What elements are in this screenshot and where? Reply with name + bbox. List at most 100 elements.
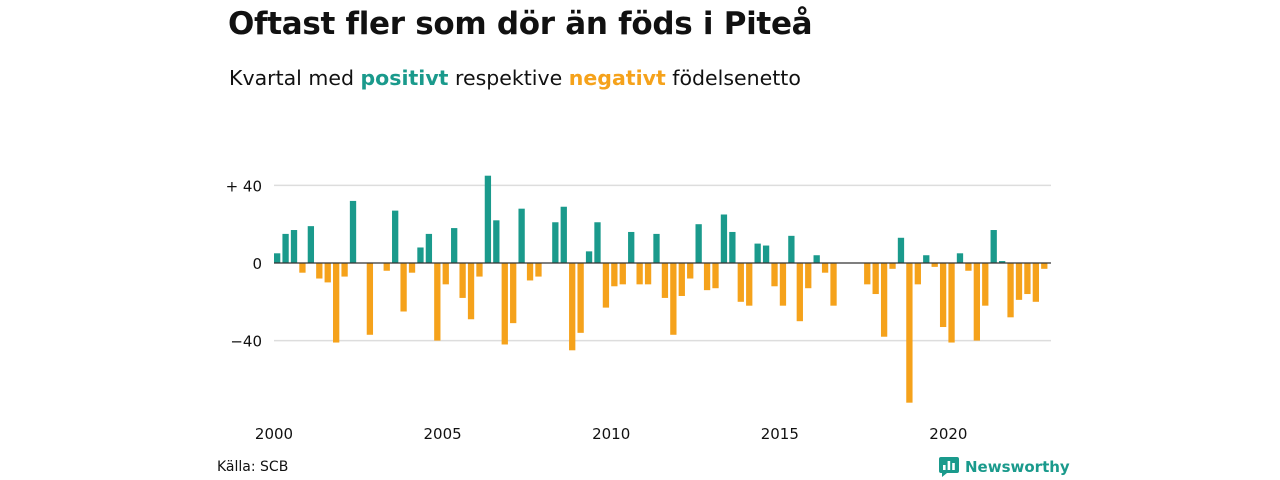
bar-quarter-79 bbox=[939, 263, 947, 328]
bar-quarter-86 bbox=[998, 261, 1006, 263]
bar-quarter-62 bbox=[796, 263, 803, 322]
bar-quarter-65 bbox=[821, 263, 829, 273]
bar-quarter-44 bbox=[644, 263, 652, 285]
bar-quarter-59 bbox=[771, 263, 778, 287]
bar-quarter-27 bbox=[501, 263, 508, 345]
bar-quarter-81 bbox=[956, 253, 964, 263]
bar-quarter-71 bbox=[872, 263, 879, 295]
bar-quarter-36 bbox=[577, 263, 584, 333]
bar-quarter-22 bbox=[459, 263, 466, 298]
chart-title: Oftast fler som dör än föds i Piteå bbox=[228, 6, 813, 42]
x-tick-label: 2020 bbox=[929, 425, 967, 443]
bar-quarter-14 bbox=[392, 210, 399, 263]
bar-quarter-72 bbox=[880, 263, 888, 337]
bar-chart: + 40 0 −40 2000 2005 2010 2015 2020 bbox=[226, 175, 1051, 443]
bar-quarter-31 bbox=[535, 263, 542, 277]
bar-quarter-78 bbox=[931, 263, 938, 267]
bar-quarter-47 bbox=[670, 263, 677, 335]
bar-quarter-88 bbox=[1015, 263, 1023, 300]
bar-quarter-90 bbox=[1032, 263, 1039, 302]
bar-quarter-28 bbox=[510, 263, 517, 324]
bar-quarter-2 bbox=[290, 230, 298, 263]
bar-quarter-42 bbox=[628, 231, 635, 263]
bar-quarter-84 bbox=[982, 263, 989, 306]
bar-quarter-75 bbox=[906, 263, 913, 403]
bar-quarter-43 bbox=[636, 263, 643, 285]
bar-quarter-60 bbox=[779, 263, 787, 306]
y-tick-label: + 40 bbox=[226, 177, 262, 195]
bar-quarter-46 bbox=[661, 263, 669, 298]
bar-quarter-91 bbox=[1041, 263, 1048, 269]
bar-quarter-34 bbox=[560, 206, 567, 263]
bar-quarter-74 bbox=[897, 237, 905, 263]
bar-quarter-58 bbox=[762, 245, 770, 263]
bar-quarter-25 bbox=[484, 175, 492, 263]
bar-quarter-5 bbox=[316, 263, 323, 279]
bar-quarter-6 bbox=[324, 263, 331, 283]
bar-quarter-17 bbox=[417, 247, 424, 263]
bar-quarter-8 bbox=[341, 263, 348, 277]
bar-quarter-4 bbox=[307, 226, 315, 263]
newsworthy-logo-icon bbox=[939, 457, 959, 477]
subtitle-text-middle: respektive bbox=[448, 66, 569, 90]
subtitle-positive-label: positivt bbox=[360, 66, 449, 90]
bar-quarter-52 bbox=[712, 263, 719, 289]
bar-quarter-13 bbox=[383, 263, 390, 271]
bar-quarter-85 bbox=[990, 230, 997, 263]
bar-quarter-11 bbox=[366, 263, 374, 335]
bar-quarter-35 bbox=[569, 263, 576, 351]
chart-subtitle: Kvartal med positivt respektive negativt… bbox=[229, 66, 801, 90]
bar-quarter-16 bbox=[408, 263, 416, 273]
bar-quarter-80 bbox=[948, 263, 955, 343]
bar-quarter-40 bbox=[611, 263, 618, 287]
bar-quarter-82 bbox=[965, 263, 972, 271]
bar-quarter-45 bbox=[653, 233, 660, 263]
subtitle-text-end: födelsenetto bbox=[665, 66, 801, 90]
bar-quarter-23 bbox=[467, 263, 475, 320]
bar-quarter-41 bbox=[619, 263, 626, 285]
x-tick-label: 2005 bbox=[424, 425, 462, 443]
bar-quarter-20 bbox=[442, 263, 449, 285]
bar-quarter-49 bbox=[687, 263, 694, 279]
bar-quarter-56 bbox=[746, 263, 753, 306]
bar-quarter-57 bbox=[754, 243, 761, 263]
bar-quarter-55 bbox=[737, 263, 744, 302]
bar-quarter-21 bbox=[451, 228, 458, 263]
bar-quarter-39 bbox=[602, 263, 610, 308]
bar-quarter-18 bbox=[425, 233, 433, 263]
subtitle-negative-label: negativt bbox=[568, 66, 666, 90]
y-tick-label: −40 bbox=[230, 333, 262, 351]
bar-quarter-7 bbox=[333, 263, 340, 343]
bar-quarter-66 bbox=[830, 263, 837, 306]
bar-quarter-89 bbox=[1024, 263, 1031, 295]
bar-quarter-51 bbox=[703, 263, 711, 291]
bar-quarter-48 bbox=[678, 263, 685, 296]
bar-quarter-0 bbox=[274, 253, 281, 263]
bar-quarter-29 bbox=[518, 208, 525, 263]
source-note: Källa: SCB bbox=[217, 459, 289, 475]
bar-quarter-38 bbox=[594, 222, 601, 263]
bar-quarter-3 bbox=[299, 263, 306, 273]
bar-quarter-54 bbox=[729, 231, 736, 263]
bar-quarter-15 bbox=[400, 263, 407, 312]
bar-quarter-70 bbox=[864, 263, 871, 285]
bar-quarter-83 bbox=[973, 263, 980, 341]
bar-quarter-19 bbox=[434, 263, 441, 341]
bar-quarter-30 bbox=[526, 263, 534, 281]
bar-quarter-87 bbox=[1007, 263, 1014, 318]
bar-quarter-26 bbox=[493, 220, 500, 263]
x-tick-label: 2010 bbox=[592, 425, 630, 443]
bar-quarter-63 bbox=[805, 263, 812, 289]
x-tick-label: 2015 bbox=[761, 425, 799, 443]
subtitle-text-start: Kvartal med bbox=[229, 66, 361, 90]
brand-logo: Newsworthy bbox=[938, 456, 1070, 478]
bar-quarter-37 bbox=[585, 251, 593, 263]
bar-quarter-1 bbox=[282, 233, 289, 263]
bar-quarter-33 bbox=[552, 222, 559, 263]
bar-quarter-53 bbox=[720, 214, 728, 263]
bar-quarter-76 bbox=[914, 263, 921, 285]
bar-quarter-24 bbox=[476, 263, 483, 277]
bar-quarter-77 bbox=[923, 255, 930, 263]
bar-quarter-73 bbox=[889, 263, 896, 269]
bar-quarter-61 bbox=[788, 235, 795, 263]
